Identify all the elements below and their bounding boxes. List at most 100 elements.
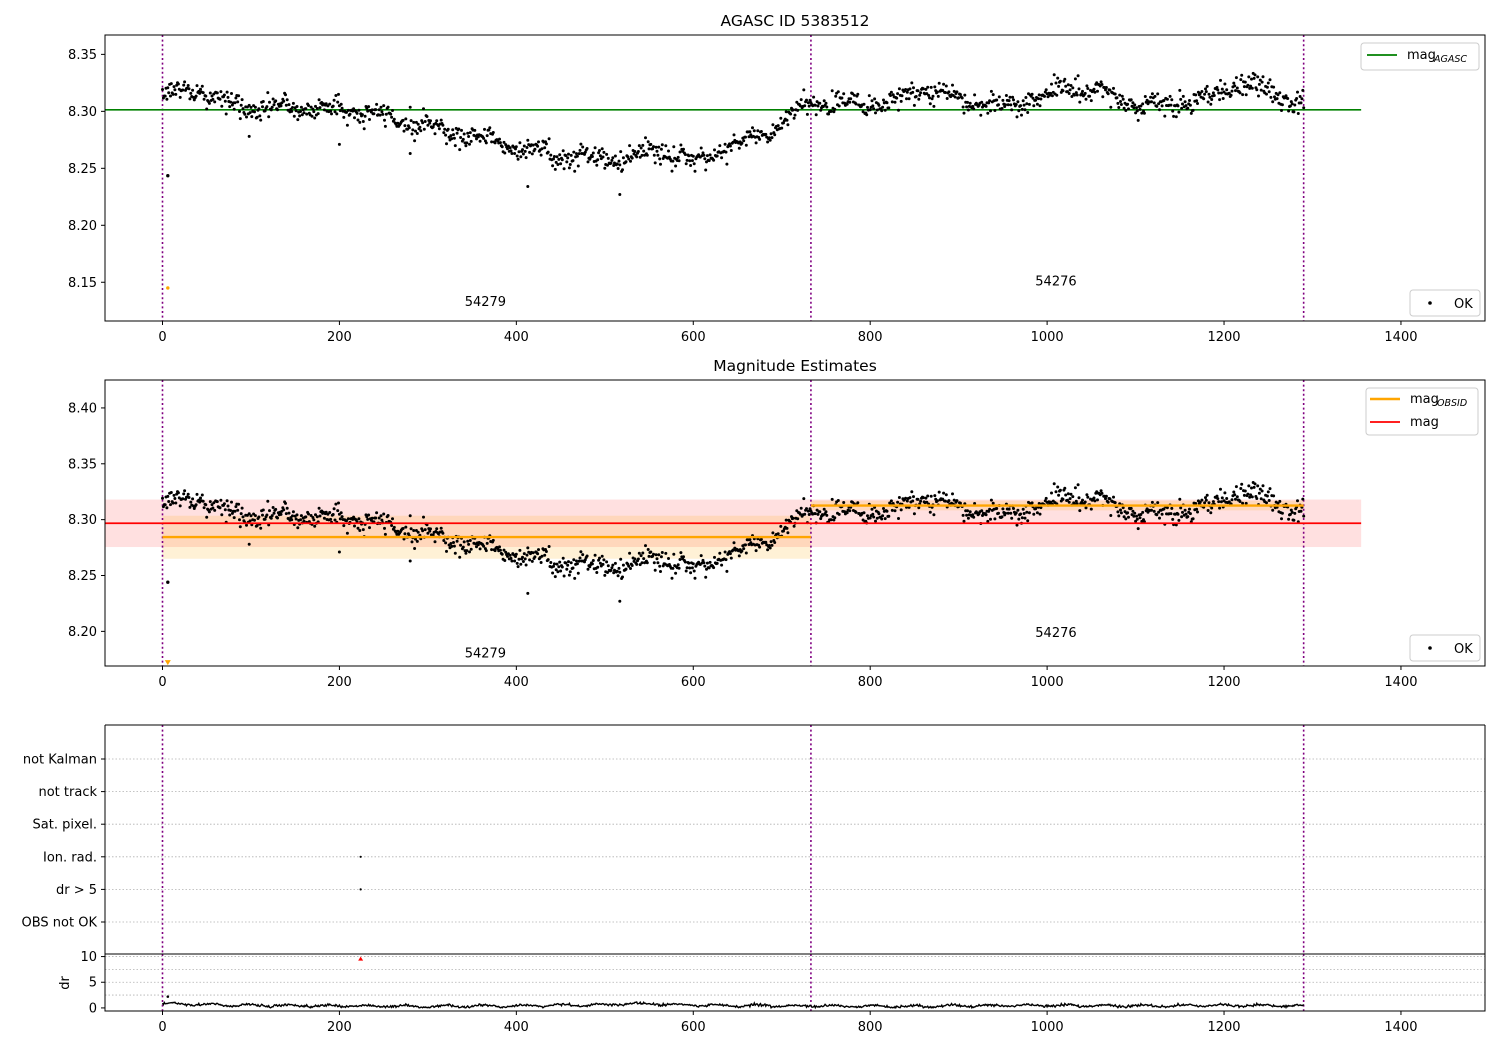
p1-legend-ok-label: OK bbox=[1454, 297, 1473, 312]
p1-point-ok bbox=[449, 134, 453, 138]
p2-point-ok bbox=[266, 499, 270, 503]
p2-point-ok bbox=[672, 552, 676, 556]
p2-point-ok bbox=[941, 497, 945, 501]
p1-point-ok bbox=[410, 132, 414, 136]
p2-point-ok bbox=[238, 525, 242, 529]
p1-point-ok bbox=[1004, 94, 1008, 97]
p1-point-ok bbox=[189, 91, 193, 95]
p1-point-ok bbox=[452, 133, 455, 137]
p2-point-ok bbox=[1256, 484, 1260, 488]
p2-obsid-label: 54276 bbox=[1035, 626, 1076, 641]
p1-point-ok bbox=[747, 135, 751, 139]
p1-point-ok bbox=[172, 85, 176, 89]
p2-point-ok bbox=[1219, 500, 1223, 504]
p2-point-ok bbox=[521, 560, 525, 563]
p2-point-ok bbox=[540, 554, 544, 558]
p1-point-ok bbox=[606, 163, 609, 167]
p4-xtick-label: 1200 bbox=[1207, 1020, 1240, 1035]
p1-point-ok bbox=[302, 111, 306, 115]
p2-point-ok bbox=[401, 527, 405, 530]
p2-point-ok bbox=[919, 499, 923, 503]
p1-point-ok bbox=[573, 169, 577, 173]
p1-point-ok bbox=[506, 147, 509, 151]
p1-point-ok bbox=[544, 142, 548, 146]
p1-point-ok bbox=[890, 100, 894, 104]
p4-xtick-label: 800 bbox=[858, 1020, 883, 1035]
p1-point-ok bbox=[250, 115, 254, 119]
p1-point-ok bbox=[1176, 104, 1180, 108]
p1-point-ok bbox=[862, 102, 866, 106]
p2-point-ok bbox=[786, 531, 790, 535]
p1-point-ok bbox=[1075, 93, 1079, 97]
p4-ytick-label: 10 bbox=[80, 950, 97, 965]
p1-point-ok bbox=[641, 143, 645, 147]
p1-point-ok bbox=[652, 153, 656, 157]
p2-point-ok bbox=[236, 508, 240, 512]
p1-point-ok bbox=[366, 109, 370, 113]
p1-point-ok bbox=[705, 154, 709, 158]
p1-point-ok bbox=[379, 105, 383, 109]
p1-point-ok bbox=[904, 88, 908, 91]
p2-point-ok bbox=[531, 551, 535, 555]
p1-point-ok bbox=[784, 110, 788, 114]
p2-point-ok bbox=[333, 518, 337, 522]
p2-point-ok bbox=[583, 558, 587, 562]
p2-point-ok bbox=[247, 542, 251, 546]
p1-point-ok bbox=[754, 141, 758, 145]
p1-point-ok bbox=[1255, 88, 1259, 92]
p1-point-ok bbox=[524, 156, 528, 160]
p1-point-ok bbox=[213, 100, 217, 104]
p1-point-ok bbox=[842, 92, 846, 96]
p1-point-ok bbox=[952, 89, 956, 93]
p1-point-ok bbox=[361, 120, 365, 123]
p2-point-ok bbox=[498, 545, 501, 549]
p2-point-ok bbox=[409, 527, 413, 531]
p1-point-ok bbox=[223, 99, 227, 103]
p1-point-ok bbox=[401, 118, 405, 122]
p1-point-ok bbox=[702, 153, 706, 157]
p2-point-ok bbox=[912, 495, 915, 499]
p1-point-ok bbox=[1074, 91, 1078, 95]
p1-point-ok bbox=[521, 148, 524, 152]
p1-point-ok bbox=[756, 129, 760, 133]
p1-point-ok bbox=[161, 88, 164, 91]
p1-point-ok bbox=[1239, 78, 1243, 82]
p1-point-ok bbox=[1027, 102, 1031, 106]
p2-point-ok bbox=[822, 507, 826, 511]
p1-point-ok bbox=[1122, 106, 1126, 110]
p1-point-ok bbox=[210, 94, 214, 98]
p1-point-ok bbox=[659, 162, 662, 166]
p2-point-ok bbox=[223, 508, 227, 512]
p1-point-ok bbox=[798, 104, 802, 108]
p2-point-ok bbox=[779, 524, 783, 528]
p1-point-ok bbox=[1136, 118, 1140, 122]
p1-point-ok bbox=[1100, 83, 1104, 86]
p1-point-ok bbox=[503, 151, 507, 155]
p2-point-ok bbox=[269, 516, 273, 520]
p2-point-ok bbox=[1211, 500, 1215, 504]
p1-point-ok bbox=[1265, 85, 1269, 89]
p2-point-ok bbox=[1301, 497, 1305, 501]
p2-point-ok bbox=[433, 540, 437, 544]
p2-point-ok bbox=[968, 510, 972, 514]
p2-point-ok bbox=[792, 524, 796, 528]
p2-ytick-label: 8.40 bbox=[68, 401, 97, 416]
p2-point-ok bbox=[649, 550, 653, 554]
p1-point-ok bbox=[565, 160, 569, 164]
p2-point-ok bbox=[1243, 489, 1247, 493]
p1-point-ok bbox=[445, 142, 448, 146]
p1-point-ok bbox=[629, 159, 632, 163]
p1-point-ok bbox=[780, 126, 784, 130]
p2-point-ok bbox=[1139, 513, 1143, 516]
p1-outlier-point bbox=[166, 286, 170, 290]
p2-point-ok bbox=[896, 500, 900, 504]
p1-point-ok bbox=[1258, 78, 1262, 82]
p1-point-ok bbox=[351, 109, 355, 113]
p1-point-ok bbox=[375, 102, 379, 106]
p1-point-ok bbox=[1115, 96, 1119, 100]
p2-point-ok bbox=[704, 575, 708, 579]
p2-point-ok bbox=[1195, 507, 1199, 511]
p1-point-ok bbox=[422, 127, 426, 131]
p1-point-ok bbox=[569, 153, 573, 157]
p2-point-ok bbox=[1196, 510, 1199, 514]
